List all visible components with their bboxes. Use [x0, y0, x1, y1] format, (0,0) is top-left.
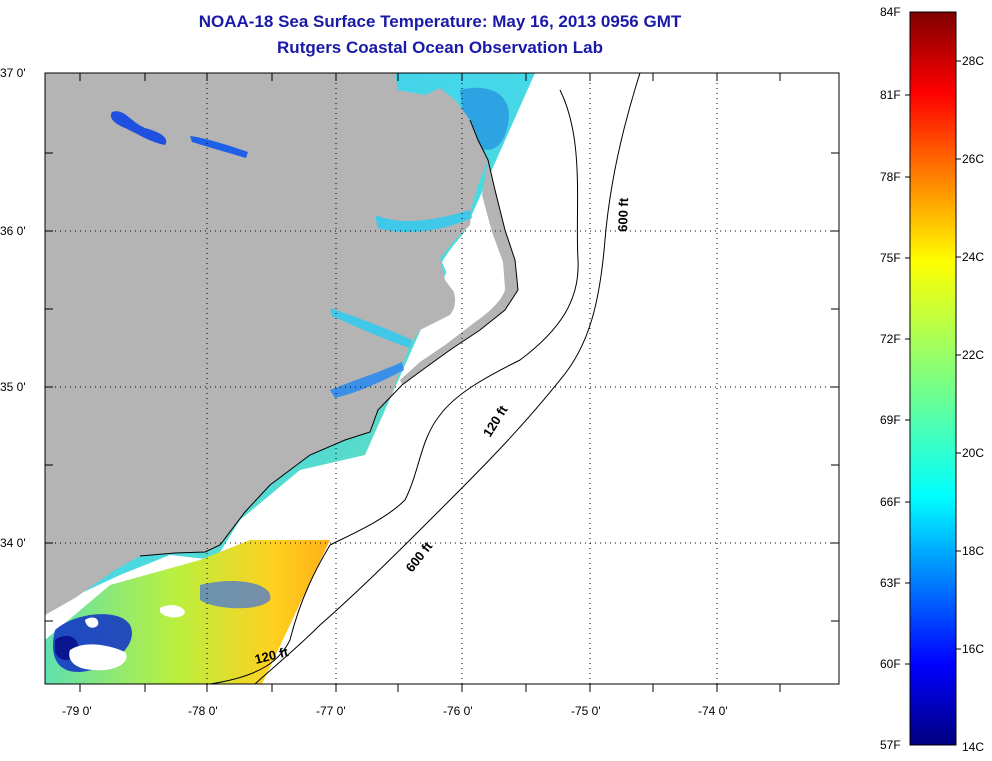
axis-ticks [45, 73, 839, 692]
colorbar-f-label: 78F [880, 170, 901, 184]
colorbar-f-label: 72F [880, 332, 901, 346]
colorbar-c-label: 28C [962, 54, 985, 68]
colorbar-c-label: 24C [962, 250, 985, 264]
colorbar-c-label: 20C [962, 446, 985, 460]
coastline [139, 119, 519, 557]
colorbar-f-label: 63F [880, 576, 901, 590]
colorbar-f-label: 60F [880, 657, 901, 671]
colorbar-c-label: 18C [962, 544, 985, 558]
colorbar-c-label: 16C [962, 642, 985, 656]
lon-label: -78 0' [188, 704, 218, 718]
neuse-river [330, 362, 404, 398]
colorbar-ticks [905, 60, 961, 665]
colorbar-f-label: 69F [880, 413, 901, 427]
lat-label: 35 0' [0, 380, 26, 394]
contour-600ft [254, 73, 641, 684]
map-title: NOAA-18 Sea Surface Temperature: May 16,… [198, 12, 682, 31]
colorbar-f-label: 84F [880, 5, 901, 19]
lon-label: -77 0' [316, 704, 346, 718]
lat-label: 37 0' [0, 66, 26, 80]
sst-cool-patch [200, 580, 271, 609]
albemarle-sound [375, 210, 472, 233]
land-mass [45, 73, 488, 615]
lon-label: -79 0' [62, 704, 92, 718]
lon-label: -74 0' [698, 704, 728, 718]
colorbar-c-label: 22C [962, 348, 985, 362]
graticule [45, 73, 839, 684]
cloud-patch [69, 644, 127, 671]
cloud-patch [160, 605, 185, 618]
pamlico-sound [410, 225, 505, 355]
colorbar-f-label: 81F [880, 88, 901, 102]
cloud-patch [85, 617, 99, 628]
pamlico-river [330, 308, 412, 348]
lon-label: -76 0' [443, 704, 473, 718]
reservoir [110, 111, 167, 145]
contour-120ft [209, 89, 579, 684]
colorbar-f-label: 57F [880, 738, 901, 752]
contour-label: 600 ft [615, 197, 631, 232]
colorbar-c-label: 14C [962, 740, 985, 754]
lon-label: -75 0' [571, 704, 601, 718]
lat-label: 34 0' [0, 536, 26, 550]
outer-banks [400, 160, 518, 385]
reservoir [190, 136, 248, 158]
lat-label: 36 0' [0, 224, 26, 238]
colorbar-c-label: 26C [962, 152, 985, 166]
map-subtitle: Rutgers Coastal Ocean Observation Lab [277, 38, 603, 57]
colorbar [909, 11, 957, 746]
colorbar-f-label: 66F [880, 495, 901, 509]
colorbar-f-label: 75F [880, 251, 901, 265]
